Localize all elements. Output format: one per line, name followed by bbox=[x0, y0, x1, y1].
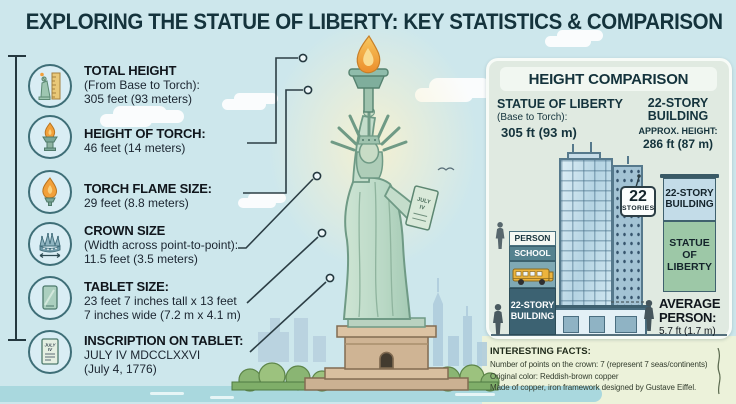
door bbox=[589, 316, 605, 333]
stories-badge: 22 STORIES bbox=[620, 186, 656, 217]
average-person-value: 5.7 ft (1.7 m) bbox=[659, 326, 716, 337]
stat-line: (Width across point-to-point): bbox=[84, 238, 239, 252]
stat-line: 46 feet (14 meters) bbox=[84, 141, 186, 155]
average-person-label: AVERAGE PERSON: bbox=[659, 296, 721, 325]
torch bbox=[348, 34, 389, 113]
bar-building: 22-STORY BUILDING bbox=[663, 178, 716, 221]
interesting-facts: INTERESTING FACTS: Number of points on t… bbox=[490, 346, 730, 394]
school-bus-image bbox=[509, 261, 556, 288]
door bbox=[563, 316, 579, 333]
fact-item: Number of points on the crown: 7 (repres… bbox=[490, 360, 708, 369]
fact-item: Original color: Reddish-brown copper bbox=[490, 371, 619, 381]
skyscraper bbox=[559, 158, 613, 308]
legend-person: PERSON bbox=[509, 231, 556, 246]
building-column-title: 22-STORY BUILDING bbox=[647, 96, 709, 123]
wave bbox=[455, 393, 495, 396]
bird bbox=[437, 167, 455, 171]
wave bbox=[210, 396, 234, 399]
crown-icon bbox=[39, 233, 61, 258]
stat-line: JULY IV MDCCLXXVI bbox=[84, 348, 201, 362]
facts-flourish bbox=[717, 348, 721, 395]
stories-number: 22 bbox=[629, 188, 647, 205]
pedestal bbox=[304, 317, 469, 391]
tablet-icon bbox=[42, 285, 58, 310]
inscription-icon: JULY IV bbox=[41, 338, 59, 365]
statue-head-crown bbox=[330, 108, 408, 179]
torch-icon bbox=[42, 122, 58, 151]
stat-line: (From Base to Torch): bbox=[84, 78, 200, 92]
height-comparison-panel: HEIGHT COMPARISON STATUE OF LIBERTY (Bas… bbox=[486, 58, 732, 339]
svg-text:IV: IV bbox=[48, 347, 53, 352]
stat-line: 23 feet 7 inches tall x 13 feet bbox=[84, 294, 237, 308]
building-entrance bbox=[553, 308, 647, 335]
facts-heading: INTERESTING FACTS: bbox=[490, 346, 591, 357]
svg-text:JULY: JULY bbox=[416, 197, 431, 206]
panel-header: HEIGHT COMPARISON bbox=[500, 67, 717, 91]
wave bbox=[150, 392, 184, 395]
statue-tablet: JULY IV bbox=[405, 185, 439, 231]
stat-heading: INSCRIPTION ON TABLET: bbox=[84, 333, 244, 348]
building-column-value: 286 ft (87 m) bbox=[642, 137, 714, 151]
cloud bbox=[100, 114, 152, 127]
building-column-sub: APPROX. HEIGHT: bbox=[638, 126, 718, 136]
average-person-block: AVERAGE PERSON: 5.7 ft (1.7 m) bbox=[659, 296, 733, 338]
statue-column-title: STATUE OF LIBERTY bbox=[497, 97, 623, 111]
height-bracket bbox=[8, 55, 26, 341]
skyscraper-tower bbox=[613, 165, 643, 308]
legend-building: 22-STORY BUILDING bbox=[509, 288, 556, 335]
page-title: EXPLORING THE STATUE OF LIBERTY: KEY STA… bbox=[25, 9, 723, 34]
stat-line: 11.5 feet (3.5 meters) bbox=[84, 252, 198, 266]
stat-line: 29 feet (8.8 meters) bbox=[84, 196, 189, 210]
stat-line: 305 feet (93 meters) bbox=[84, 92, 193, 106]
cloud bbox=[545, 36, 591, 47]
stat-heading: TABLET SIZE: bbox=[84, 279, 169, 294]
school-bus-icon bbox=[512, 268, 554, 285]
building-column: 22-STORY BUILDING APPROX. HEIGHT: 286 ft… bbox=[631, 96, 725, 152]
bar-statue: STATUE OF LIBERTY bbox=[663, 221, 716, 292]
stat-heading: TORCH FLAME SIZE: bbox=[84, 181, 212, 196]
bar-cap bbox=[660, 174, 719, 178]
stat-heading: TOTAL HEIGHT bbox=[84, 63, 177, 78]
person-silhouette bbox=[495, 222, 505, 249]
statue-column-sub: (Base to Torch): bbox=[497, 112, 568, 123]
statue-column-value: 305 ft (93 m) bbox=[501, 125, 577, 140]
flame-icon bbox=[42, 177, 57, 206]
door bbox=[615, 316, 637, 333]
stat-line: 7 inches wide (7.2 m x 4.1 m) bbox=[84, 308, 241, 322]
stat-line: (July 4, 1776) bbox=[84, 362, 157, 376]
stat-heading: CROWN SIZE bbox=[84, 223, 166, 238]
statue-column: STATUE OF LIBERTY (Base to Torch): 305 f… bbox=[497, 97, 627, 140]
building-canopy bbox=[549, 305, 651, 310]
statue-ruler-icon bbox=[38, 72, 61, 100]
stories-label: STORIES bbox=[622, 205, 655, 212]
legend-school-bus: SCHOOL BUS bbox=[509, 246, 556, 271]
person-silhouette bbox=[493, 304, 503, 335]
stat-heading: HEIGHT OF TORCH: bbox=[84, 126, 206, 141]
svg-text:IV: IV bbox=[419, 204, 426, 211]
svg-text:JULY: JULY bbox=[45, 343, 57, 348]
fact-item: Made of copper, iron framework designed … bbox=[490, 383, 697, 392]
statue-body bbox=[342, 107, 417, 320]
